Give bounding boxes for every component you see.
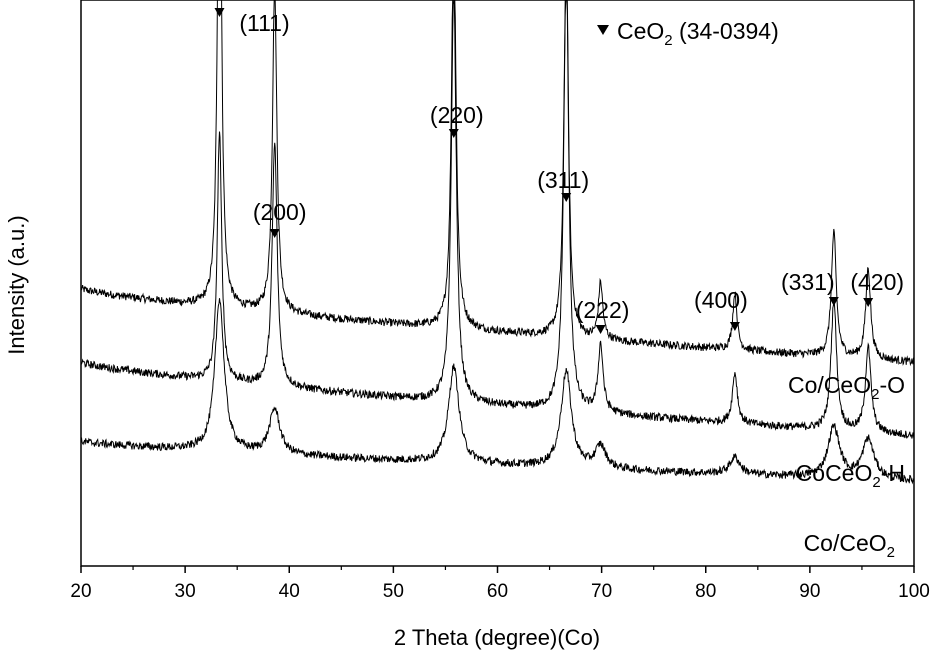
x-tick-label: 20	[70, 581, 91, 602]
series-line	[80, 0, 915, 439]
x-tick-label: 70	[591, 581, 612, 602]
x-axis-title: 2 Theta (degree)(Co)	[394, 625, 600, 650]
legend: CeO2 (34-0394)	[597, 18, 779, 49]
x-tick-label: 100	[898, 581, 930, 602]
x-tick-label: 90	[799, 581, 820, 602]
peak-marker-icon	[828, 297, 839, 306]
series-traces	[80, 0, 915, 485]
x-tick-label: 80	[695, 581, 716, 602]
peak-label: (111)	[239, 10, 289, 36]
peak-label: (400)	[694, 287, 748, 313]
x-tick-label: 50	[383, 581, 404, 602]
peak-label: (311)	[537, 167, 589, 193]
legend-marker-icon	[597, 25, 609, 35]
legend-label: CeO2 (34-0394)	[617, 18, 779, 49]
peak-marker-icon	[863, 298, 874, 307]
peak-marker-icon	[561, 193, 572, 202]
x-tick-label: 40	[279, 581, 300, 602]
y-axis-title: Intensity (a.u.)	[4, 215, 29, 354]
peak-marker-icon	[729, 322, 740, 331]
peak-markers: (111) (200) (220) (311) (222) (400) (331) (420)	[214, 8, 904, 334]
peak-label: (331)	[781, 269, 835, 295]
series-line	[80, 0, 915, 367]
series-label-co-ceo2: Co/CeO2	[804, 530, 895, 561]
peak-marker-icon	[214, 8, 225, 17]
x-tick-label: 60	[487, 581, 508, 602]
x-axis-ticks: 20 30 40 50 60 70 80 90 100	[70, 566, 930, 602]
peak-label: (220)	[430, 102, 484, 128]
x-tick-label: 30	[175, 581, 196, 602]
peak-marker-icon	[595, 325, 606, 334]
series-label-coceo2-h: CoCeO2-H	[796, 460, 905, 491]
peak-marker-icon	[448, 129, 459, 138]
peak-label: (200)	[253, 199, 307, 225]
series-label-co-ceo2-o: Co/CeO2-O	[788, 372, 905, 403]
peak-label: (420)	[850, 269, 904, 295]
peak-label: (222)	[576, 297, 630, 323]
peak-marker-icon	[269, 229, 280, 238]
series-line	[80, 298, 915, 485]
